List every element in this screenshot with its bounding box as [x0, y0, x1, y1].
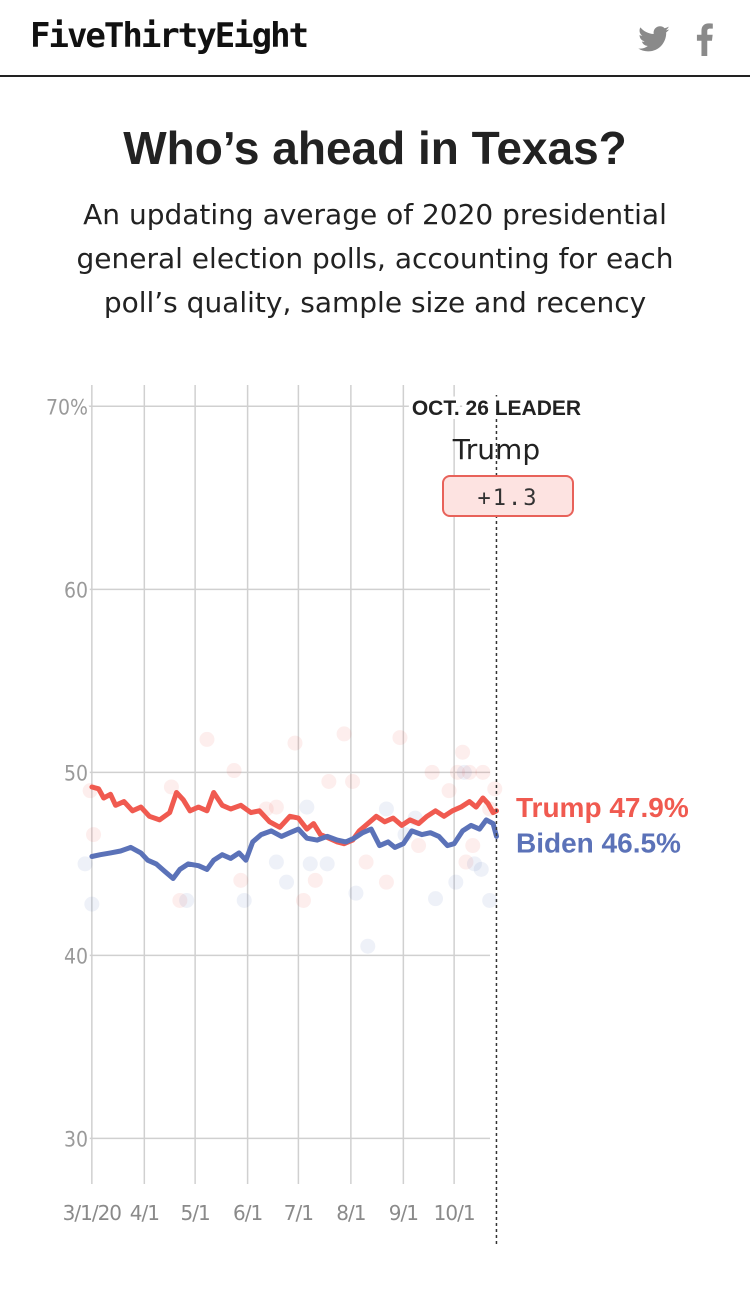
trump-poll-dot — [392, 730, 408, 746]
biden-poll-dot — [448, 874, 464, 890]
biden-poll-dot — [302, 856, 318, 872]
x-tick-label: 8/1 — [336, 1201, 365, 1225]
y-tick-label: 30 — [64, 1127, 88, 1151]
biden-poll-dot — [360, 938, 376, 954]
leader-marker: OCT. 26 LEADER Trump +1.3 — [408, 393, 585, 1245]
x-tick-label: 6/1 — [233, 1201, 262, 1225]
biden-poll-dot — [378, 801, 394, 817]
poll-dots — [77, 726, 503, 954]
biden-poll-dot — [268, 854, 284, 870]
biden-poll-dot — [473, 861, 489, 877]
x-tick-label: 7/1 — [284, 1201, 313, 1225]
trump-poll-dot — [475, 764, 491, 780]
trump-poll-dot — [441, 783, 457, 799]
trump-poll-dot — [287, 735, 303, 751]
trump-poll-dot — [358, 854, 374, 870]
trump-poll-dot — [411, 838, 427, 854]
biden-poll-dot — [428, 891, 444, 907]
trump-poll-dot — [233, 872, 249, 888]
trump-poll-dot — [378, 874, 394, 890]
biden-end-label: Biden 46.5% — [516, 827, 681, 858]
biden-poll-dot — [236, 892, 252, 908]
biden-poll-dot — [466, 856, 482, 872]
y-tick-label: 70% — [46, 395, 88, 419]
trump-poll-dot — [307, 872, 323, 888]
trump-poll-dot — [336, 726, 352, 742]
biden-poll-dot — [179, 892, 195, 908]
biden-poll-dot — [299, 799, 315, 815]
twitter-icon — [638, 26, 670, 52]
trump-poll-dot — [455, 744, 471, 760]
y-tick-label: 60 — [64, 578, 88, 602]
biden-poll-dot — [482, 892, 498, 908]
trump-poll-dot — [226, 763, 242, 779]
leader-heading: OCT. 26 LEADER — [412, 397, 581, 420]
trump-poll-dot — [199, 731, 215, 747]
leader-margin-value: +1.3 — [478, 486, 539, 511]
trump-poll-dot — [458, 854, 474, 870]
x-tick-label: 10/1 — [434, 1201, 475, 1225]
facebook-share-button[interactable] — [690, 22, 724, 56]
trump-poll-dot — [321, 774, 337, 789]
trump-poll-dot — [450, 764, 466, 780]
biden-poll-dot — [279, 874, 295, 890]
trump-end-label: Trump 47.9% — [516, 792, 689, 823]
x-tick-label: 9/1 — [389, 1201, 418, 1225]
trump-poll-dot — [424, 764, 440, 780]
chart-grid: 30 40 50 60 70% 3/1/20 4/1 5/1 6/1 7/1 8/1 9/1 10/1 — [43, 385, 490, 1225]
y-tick-label: 40 — [64, 944, 88, 968]
biden-poll-dot — [319, 856, 335, 872]
y-tick-label: 50 — [64, 761, 88, 785]
chart-labels: Trump 47.9% Biden 46.5% — [516, 792, 689, 859]
twitter-share-button[interactable] — [637, 22, 671, 56]
site-logo[interactable]: FiveThirtyEight — [30, 16, 309, 56]
page-title: Who’s ahead in Texas? — [123, 122, 627, 174]
facebook-icon — [696, 23, 713, 56]
trump-poll-dot — [295, 892, 311, 908]
trump-poll-dot — [465, 838, 481, 854]
trump-poll-dot — [172, 892, 188, 908]
trump-poll-dot — [461, 764, 477, 780]
biden-poll-dot — [77, 856, 93, 872]
leader-margin-badge — [442, 475, 574, 517]
x-tick-label: 4/1 — [130, 1201, 159, 1225]
biden-poll-dot — [84, 896, 100, 912]
x-tick-label: 5/1 — [181, 1201, 210, 1225]
trump-poll-dot — [268, 799, 284, 815]
trump-poll-dot — [487, 781, 503, 797]
trump-poll-dot — [345, 774, 361, 789]
trump-poll-dot — [86, 827, 102, 843]
biden-poll-dot — [348, 885, 364, 901]
x-tick-label: 3/1/20 — [63, 1201, 122, 1225]
biden-average-line — [89, 817, 499, 881]
page-subtitle: An updating average of 2020 presidential… — [76, 198, 674, 319]
biden-poll-dot — [456, 764, 472, 780]
leader-name: Trump — [452, 433, 540, 466]
site-header: FiveThirtyEight — [0, 0, 750, 77]
average-lines — [89, 784, 499, 881]
trump-average-line — [89, 784, 499, 847]
